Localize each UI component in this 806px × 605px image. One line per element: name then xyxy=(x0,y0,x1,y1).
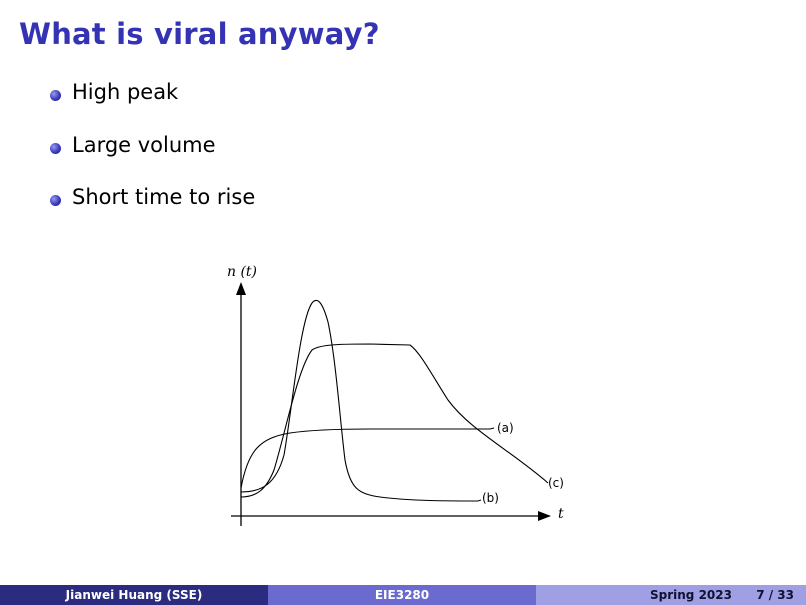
curve-c xyxy=(240,343,549,498)
footer-bar: Jianwei Huang (SSE) EIE3280 Spring 2023 … xyxy=(0,585,806,605)
curve-a xyxy=(240,428,490,489)
curve-a-leader xyxy=(489,427,495,430)
curve-b xyxy=(240,299,479,502)
x-axis-label: t xyxy=(558,506,564,522)
footer-date: Spring 2023 xyxy=(650,588,732,602)
bullet-text: Large volume xyxy=(72,132,216,157)
footer-author: Jianwei Huang (SSE) xyxy=(0,585,268,605)
footer-page-number: 7 / 33 xyxy=(756,588,794,602)
x-axis-arrow-icon xyxy=(538,511,551,521)
curve-a-label: (a) xyxy=(497,421,514,435)
slide-title: What is viral anyway? xyxy=(19,17,380,51)
bullet-dot-icon xyxy=(50,142,61,154)
bullet-dot-icon xyxy=(50,90,61,101)
bullet-dot-icon xyxy=(50,195,61,206)
y-axis-arrow-icon xyxy=(236,282,246,295)
bullet-text: High peak xyxy=(72,80,179,104)
curve-c-label: (c) xyxy=(548,476,564,490)
y-axis-label: n (t) xyxy=(227,264,257,280)
curve-b-label: (b) xyxy=(482,491,499,505)
bullet-text: Short time to rise xyxy=(72,185,256,209)
curve-b-leader xyxy=(477,499,482,502)
footer-right-section: Spring 2023 7 / 33 xyxy=(536,585,806,605)
footer-course: EIE3280 xyxy=(268,585,536,605)
